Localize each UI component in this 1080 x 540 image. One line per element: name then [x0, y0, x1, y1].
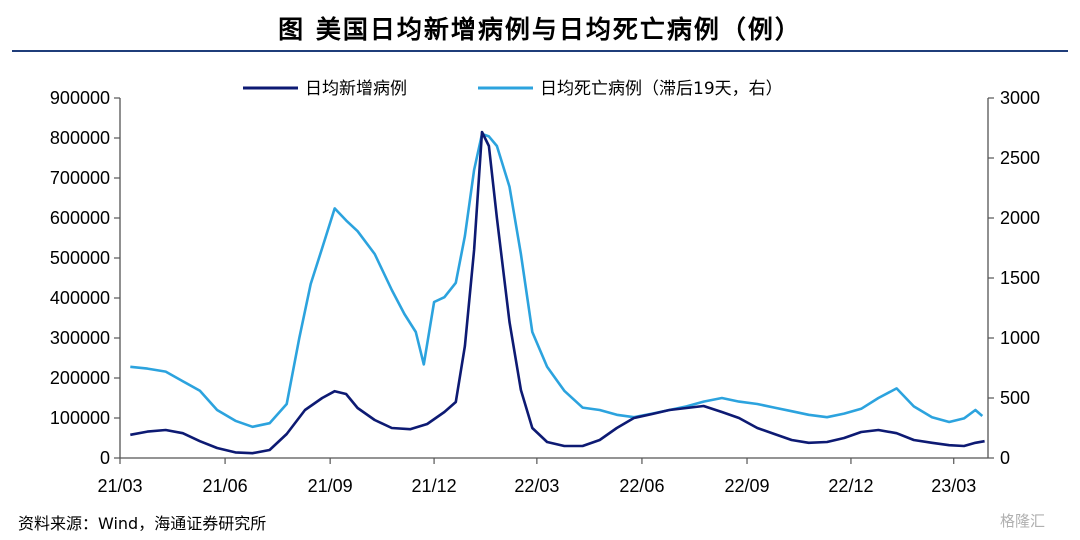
series-layer	[130, 130, 985, 455]
y-left-tick-label: 900000	[50, 88, 110, 108]
x-tick-label: 22/09	[724, 476, 769, 496]
y-right-tick-label: 2500	[1000, 148, 1040, 168]
y-left-tick-label: 100000	[50, 408, 110, 428]
y-left-tick-label: 300000	[50, 328, 110, 348]
y-left-tick-label: 800000	[50, 128, 110, 148]
y-right-tick-label: 3000	[1000, 88, 1040, 108]
y-left-tick-label: 700000	[50, 168, 110, 188]
x-tick-label: 21/03	[97, 476, 142, 496]
x-tick-label: 21/12	[412, 476, 457, 496]
x-tick-label: 21/09	[308, 476, 353, 496]
legend-label-deaths: 日均死亡病例（滞后19天，右）	[540, 79, 783, 99]
chart-title: 图 美国日均新增病例与日均死亡病例（例）	[278, 15, 802, 44]
legend-label-new-cases: 日均新增病例	[305, 79, 407, 99]
source-note: 资料来源：Wind，海通证券研究所	[18, 514, 267, 533]
tick-layer: 0 100000 200000 300000 400000 500000 600000 700…	[50, 88, 1040, 496]
y-right-tick-label: 1000	[1000, 328, 1040, 348]
x-tick-label: 21/06	[203, 476, 248, 496]
title-divider	[12, 50, 1068, 52]
y-left-tick-label: 600000	[50, 208, 110, 228]
x-tick-label: 23/03	[931, 476, 976, 496]
y-right-tick-label: 1500	[1000, 268, 1040, 288]
y-left-tick-label: 400000	[50, 288, 110, 308]
watermark-logo: 格隆汇	[1000, 512, 1046, 530]
x-tick-label: 22/12	[828, 476, 873, 496]
y-left-tick-label: 200000	[50, 368, 110, 388]
y-right-tick-label: 0	[1000, 448, 1010, 468]
series-line-daily-deaths	[130, 132, 984, 429]
x-tick-label: 22/06	[619, 476, 664, 496]
y-left-tick-label: 500000	[50, 248, 110, 268]
y-right-tick-label: 2000	[1000, 208, 1040, 228]
x-tick-label: 22/03	[514, 476, 559, 496]
series-line-daily-new-cases	[130, 130, 985, 455]
legend: 日均新增病例 日均死亡病例（滞后19天，右）	[243, 79, 783, 99]
y-right-tick-label: 500	[1000, 388, 1030, 408]
y-left-tick-label: 0	[100, 448, 110, 468]
